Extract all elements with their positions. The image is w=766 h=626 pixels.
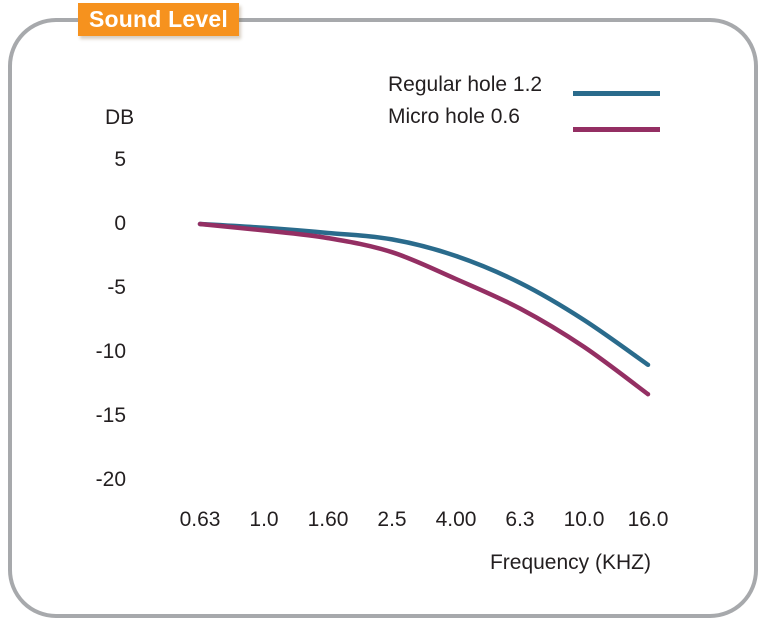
x-tick-label: 1.60 <box>307 508 349 531</box>
legend-label-micro-hole: Micro hole 0.6 <box>388 105 520 128</box>
y-tick-label: -20 <box>95 468 126 491</box>
x-tick-label: 0.63 <box>179 508 221 531</box>
x-tick-label: 1.0 <box>249 508 279 531</box>
y-tick-label: 0 <box>114 212 126 235</box>
chart-title-badge: Sound Level <box>78 3 239 36</box>
x-tick-label: 10.0 <box>563 508 605 531</box>
x-tick-label: 4.00 <box>435 508 477 531</box>
y-axis-title: DB <box>105 106 135 129</box>
y-tick-label: -10 <box>95 340 126 363</box>
legend-label-regular-hole: Regular hole 1.2 <box>388 73 543 96</box>
legend-swatch-micro-hole <box>573 127 660 132</box>
x-axis-title: Frequency (KHZ) <box>489 551 651 574</box>
x-tick-label: 16.0 <box>627 508 669 531</box>
legend-swatch-regular-hole <box>573 91 660 96</box>
y-tick-label: -5 <box>107 276 126 299</box>
chart-frame-border <box>8 18 758 618</box>
y-tick-label: -15 <box>95 404 126 427</box>
x-tick-label: 6.3 <box>505 508 535 531</box>
y-tick-label: 5 <box>114 148 126 171</box>
x-tick-label: 2.5 <box>377 508 407 531</box>
chart-title: Sound Level <box>89 6 228 32</box>
